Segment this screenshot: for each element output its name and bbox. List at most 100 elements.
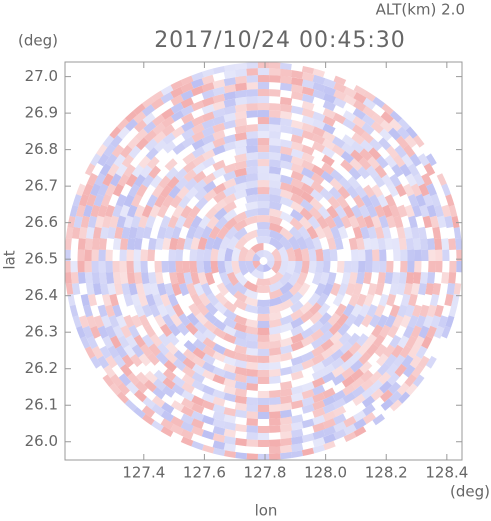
echo-cell xyxy=(77,238,86,250)
echo-cell xyxy=(180,413,194,425)
echo-cell xyxy=(428,249,436,261)
echo-cell xyxy=(224,450,236,458)
echo-cell xyxy=(121,354,134,368)
echo-cell xyxy=(257,425,270,433)
echo-cell xyxy=(201,104,215,115)
echo-cell xyxy=(182,261,191,274)
echo-cell xyxy=(245,361,258,370)
echo-cell xyxy=(170,94,184,106)
echo-cell xyxy=(201,282,213,297)
echo-cell xyxy=(323,433,336,444)
echo-cell xyxy=(156,204,169,218)
echo-cell xyxy=(404,204,415,218)
echo-cell xyxy=(286,261,296,275)
echo-cell xyxy=(350,249,359,261)
echo-cell xyxy=(311,141,326,153)
echo-cell xyxy=(405,335,417,349)
echo-cell xyxy=(201,392,215,404)
echo-cell xyxy=(380,111,394,124)
echo-cell xyxy=(359,360,373,374)
echo-cell xyxy=(140,249,148,261)
echo-cell xyxy=(65,227,74,239)
echo-cell xyxy=(356,215,367,229)
echo-cell xyxy=(413,335,425,349)
echo-cell xyxy=(444,293,454,307)
echo-cell xyxy=(422,215,433,229)
echo-cell xyxy=(377,237,386,250)
echo-cell xyxy=(107,345,120,359)
echo-cell xyxy=(257,397,270,406)
echo-cell xyxy=(323,440,336,451)
echo-cell xyxy=(180,89,194,101)
echo-cell xyxy=(412,204,423,218)
echo-cell xyxy=(128,226,138,239)
echo-cell xyxy=(201,369,216,381)
echo-cell xyxy=(310,189,324,202)
echo-cell xyxy=(136,184,148,198)
echo-cell xyxy=(407,261,415,273)
echo-cell xyxy=(257,152,270,160)
echo-cell xyxy=(105,249,113,261)
echo-cell xyxy=(192,154,206,167)
echo-cell xyxy=(153,131,167,144)
echo-cell xyxy=(257,194,270,202)
echo-cell xyxy=(366,343,379,357)
echo-cell xyxy=(340,159,354,173)
echo-cell xyxy=(358,157,372,171)
echo-cell xyxy=(86,283,95,296)
echo-cell xyxy=(135,137,149,151)
echo-cell xyxy=(246,89,258,97)
echo-cell xyxy=(109,126,122,139)
echo-cell xyxy=(330,169,344,182)
echo-cell xyxy=(301,167,315,179)
echo-cell xyxy=(245,261,256,274)
echo-cell xyxy=(246,124,258,133)
echo-cell xyxy=(77,272,86,284)
echo-cell xyxy=(155,272,164,285)
echo-cell xyxy=(246,110,258,118)
echo-cell xyxy=(257,439,270,447)
echo-cell xyxy=(126,249,134,261)
echo-cell xyxy=(331,144,345,157)
echo-cell xyxy=(363,237,372,250)
echo-cell xyxy=(401,153,414,168)
echo-cell xyxy=(160,410,174,423)
echo-cell xyxy=(201,111,215,122)
echo-cell xyxy=(374,204,386,218)
echo-cell xyxy=(399,345,412,359)
echo-cell xyxy=(366,204,378,218)
echo-cell xyxy=(116,391,129,404)
echo-cell xyxy=(322,123,336,135)
echo-cell xyxy=(376,353,389,367)
echo-cell xyxy=(245,187,258,197)
echo-cell xyxy=(115,314,127,329)
echo-cell xyxy=(353,194,365,209)
echo-cell xyxy=(323,425,336,437)
echo-cell xyxy=(193,282,205,297)
echo-cell xyxy=(397,126,410,140)
echo-cell xyxy=(197,236,208,250)
echo-cell xyxy=(269,201,282,211)
echo-cell xyxy=(164,158,178,171)
echo-cell xyxy=(412,238,422,250)
echo-cell xyxy=(234,271,248,286)
echo-cell xyxy=(269,194,282,204)
echo-cell xyxy=(364,333,377,348)
echo-cell xyxy=(360,131,374,144)
echo-cell xyxy=(289,217,304,231)
echo-cell xyxy=(235,62,247,70)
echo-cell xyxy=(301,130,315,141)
echo-cell xyxy=(120,145,133,159)
echo-cell xyxy=(312,415,326,426)
echo-cell xyxy=(147,352,160,366)
echo-cell xyxy=(320,338,335,352)
echo-cell xyxy=(413,173,425,187)
echo-cell xyxy=(290,414,304,424)
echo-cell xyxy=(191,115,205,127)
echo-cell xyxy=(223,414,237,424)
echo-cell xyxy=(321,154,335,167)
echo-cell xyxy=(398,272,407,285)
echo-cell xyxy=(115,345,128,359)
echo-cell xyxy=(161,385,176,398)
echo-cell xyxy=(269,340,282,349)
